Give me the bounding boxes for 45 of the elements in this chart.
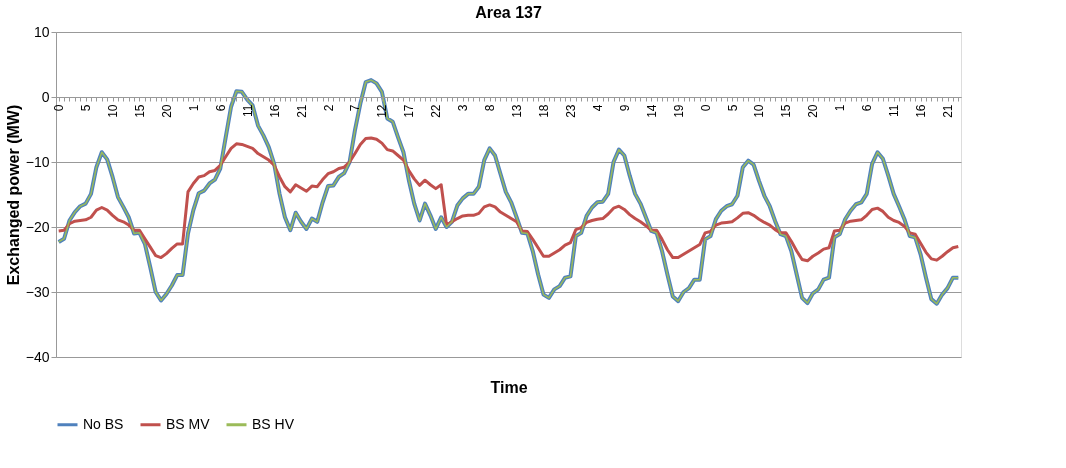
x-tick-label: 1 xyxy=(186,104,201,112)
x-tick-label: 20 xyxy=(806,104,821,118)
x-tick-label: 14 xyxy=(644,104,659,118)
x-tick-label: 5 xyxy=(725,104,740,112)
y-axis-title: Exchanged power (MW) xyxy=(4,104,22,286)
x-tick-label: 17 xyxy=(402,104,417,118)
x-tick-label: 6 xyxy=(213,104,228,112)
x-tick-label: 19 xyxy=(671,104,686,118)
x-tick-label: 0 xyxy=(698,104,713,112)
x-tick-label: 21 xyxy=(941,104,956,118)
x-tick-label: 10 xyxy=(106,104,121,118)
x-tick-label: 18 xyxy=(537,104,552,118)
x-tick-label: 16 xyxy=(267,104,282,118)
x-tick-label: 22 xyxy=(429,104,444,118)
y-tick-label: −30 xyxy=(25,283,50,300)
x-tick-label: 16 xyxy=(914,104,929,118)
x-axis-title: Time xyxy=(490,378,528,396)
x-tick-label: 7 xyxy=(348,104,363,112)
chart-title: Area 137 xyxy=(475,4,542,21)
x-tick-label: 15 xyxy=(133,104,147,118)
x-tick-label: 8 xyxy=(483,104,498,112)
x-tick-label: 11 xyxy=(240,104,255,117)
x-tick-label: 15 xyxy=(779,104,794,118)
x-tick-label: 9 xyxy=(617,104,632,112)
legend-label: BS HV xyxy=(252,415,295,432)
x-tick-label: 5 xyxy=(79,104,94,112)
x-tick-label: 6 xyxy=(860,104,875,112)
x-tick-label: 13 xyxy=(510,104,525,118)
x-tick-label: 2 xyxy=(321,104,336,112)
x-tick-label: 11 xyxy=(887,104,902,117)
x-tick-label: 4 xyxy=(590,104,605,112)
legend-label: No BS xyxy=(83,415,124,432)
x-tick-label: 10 xyxy=(752,104,767,118)
y-tick-label: 10 xyxy=(33,23,50,40)
legend-label: BS MV xyxy=(166,415,211,432)
x-tick-label: 1 xyxy=(833,104,848,112)
x-tick-label: 20 xyxy=(159,104,174,118)
x-tick-label: 0 xyxy=(52,104,67,112)
y-tick-label: −40 xyxy=(25,348,50,365)
x-tick-label: 12 xyxy=(375,104,390,118)
y-tick-label: −20 xyxy=(25,218,50,235)
x-tick-label: 23 xyxy=(563,104,578,118)
x-tick-label: 3 xyxy=(456,104,471,112)
y-tick-label: −10 xyxy=(25,153,50,170)
x-tick-label: 21 xyxy=(294,104,309,118)
